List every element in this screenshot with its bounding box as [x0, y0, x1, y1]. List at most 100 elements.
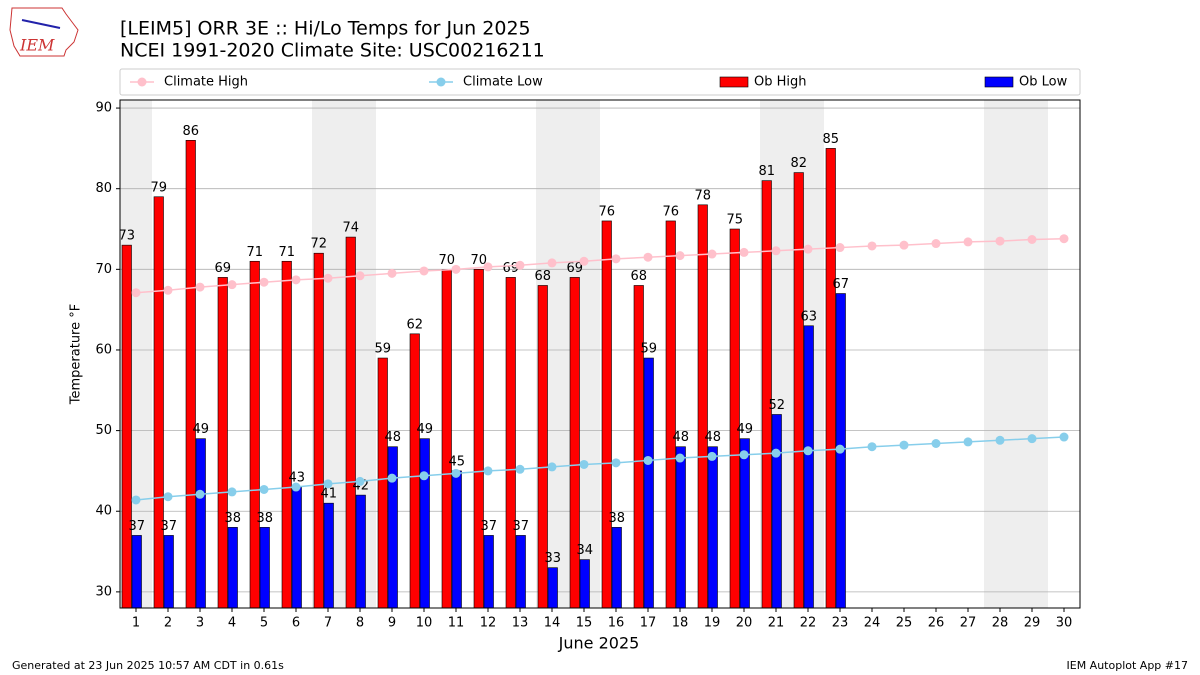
- value-label: 69: [214, 261, 231, 276]
- legend-label: Climate Low: [463, 75, 543, 90]
- x-tick-label: 20: [736, 616, 753, 631]
- climate-marker: [899, 240, 909, 250]
- bar: [259, 527, 270, 609]
- value-label: 75: [726, 213, 743, 228]
- y-tick-label: 70: [95, 262, 112, 277]
- bar: [579, 559, 590, 609]
- bar: [323, 502, 334, 609]
- x-tick-label: 6: [292, 616, 300, 631]
- value-label: 43: [288, 471, 305, 486]
- x-tick-label: 24: [864, 616, 881, 631]
- value-label: 52: [768, 398, 785, 413]
- climate-marker: [675, 453, 685, 463]
- legend-box: [119, 68, 1081, 96]
- climate-marker: [291, 482, 301, 492]
- x-tick-label: 13: [512, 616, 529, 631]
- value-label: 59: [640, 342, 657, 357]
- x-tick-label: 22: [800, 616, 817, 631]
- plot-frame: [119, 99, 1081, 609]
- climate-marker: [771, 246, 781, 256]
- x-tick-label: 14: [544, 616, 561, 631]
- climate-marker: [163, 492, 173, 502]
- climate-marker: [163, 285, 173, 295]
- climate-marker: [803, 244, 813, 254]
- value-label: 59: [374, 342, 391, 357]
- bar: [387, 446, 398, 609]
- climate-marker: [387, 473, 397, 483]
- x-tick-label: 30: [1056, 616, 1073, 631]
- climate-marker: [355, 476, 365, 486]
- bar: [153, 196, 164, 609]
- x-tick-label: 4: [228, 616, 236, 631]
- logo-stroke: [21, 19, 61, 29]
- logo: IEM: [9, 7, 79, 57]
- bar: [441, 269, 452, 609]
- climate-marker: [707, 249, 717, 259]
- bar: [793, 172, 804, 609]
- bar: [195, 438, 206, 609]
- value-label: 49: [736, 422, 753, 437]
- climate-line: [135, 237, 1065, 294]
- climate-marker: [611, 458, 621, 468]
- x-tick-label: 28: [992, 616, 1009, 631]
- bar: [483, 535, 494, 609]
- climate-line: [135, 436, 1065, 501]
- climate-marker: [259, 277, 269, 287]
- legend-swatch: [719, 76, 749, 88]
- climate-marker: [867, 442, 877, 452]
- y-axis-title: Temperature °F: [69, 304, 84, 405]
- value-label: 82: [790, 156, 807, 171]
- climate-marker: [899, 440, 909, 450]
- x-axis-title: June 2025: [558, 634, 640, 653]
- x-tick-label: 7: [324, 616, 332, 631]
- value-label: 71: [278, 245, 295, 260]
- value-label: 38: [224, 511, 241, 526]
- value-label: 48: [704, 430, 721, 445]
- value-label: 45: [448, 454, 465, 469]
- x-tick-label: 3: [196, 616, 204, 631]
- value-label: 37: [480, 519, 497, 534]
- legend-swatch: [984, 76, 1014, 88]
- value-label: 86: [182, 124, 199, 139]
- climate-marker: [419, 471, 429, 481]
- y-tick-label: 90: [95, 101, 112, 116]
- climate-marker: [387, 268, 397, 278]
- climate-marker: [131, 495, 141, 505]
- x-tick-label: 16: [608, 616, 625, 631]
- bar: [345, 236, 356, 609]
- climate-marker: [963, 437, 973, 447]
- legend-label: Climate High: [164, 75, 248, 90]
- value-label: 67: [832, 277, 849, 292]
- value-label: 69: [566, 261, 583, 276]
- climate-marker: [195, 489, 205, 499]
- climate-marker: [451, 468, 461, 478]
- value-label: 81: [758, 164, 775, 179]
- value-label: 48: [384, 430, 401, 445]
- value-label: 37: [512, 519, 529, 534]
- logo-outline: [9, 7, 79, 57]
- y-tick-label: 30: [95, 584, 112, 599]
- climate-marker: [227, 280, 237, 290]
- footer-right: IEM Autoplot App #17: [1067, 659, 1189, 672]
- bar: [547, 567, 558, 609]
- climate-marker: [195, 282, 205, 292]
- weekend-band: [1016, 100, 1048, 608]
- bar: [281, 260, 292, 609]
- y-tick-label: 40: [95, 504, 112, 519]
- x-tick-label: 29: [1024, 616, 1041, 631]
- value-label: 71: [246, 245, 263, 260]
- value-label: 33: [544, 551, 561, 566]
- bar: [291, 486, 302, 609]
- bar: [409, 333, 420, 609]
- bar: [739, 438, 750, 609]
- climate-marker: [611, 254, 621, 264]
- climate-marker: [355, 271, 365, 281]
- chart-subtitle: NCEI 1991-2020 Climate Site: USC00216211: [120, 40, 545, 62]
- bar: [355, 494, 366, 609]
- climate-marker: [579, 256, 589, 266]
- value-label: 76: [598, 204, 615, 219]
- climate-marker: [483, 466, 493, 476]
- climate-marker: [931, 239, 941, 249]
- climate-marker: [803, 446, 813, 456]
- value-label: 68: [534, 269, 551, 284]
